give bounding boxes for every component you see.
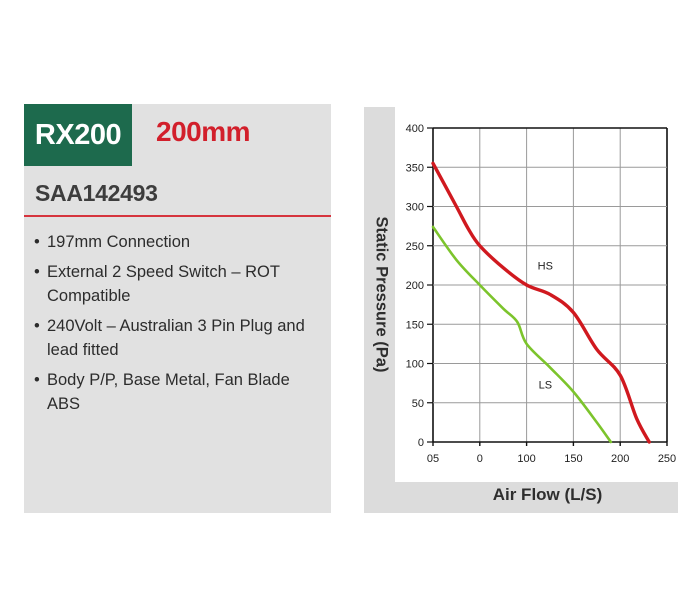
- y-tick-label: 300: [406, 202, 424, 214]
- series-label: HS: [538, 260, 553, 272]
- chart-area: [395, 107, 678, 482]
- feature-text: Body P/P, Base Metal, Fan Blade ABS: [47, 371, 290, 413]
- series-labels: HS LS: [538, 260, 553, 391]
- bullet-icon: •: [34, 263, 40, 281]
- bullet-icon: •: [34, 371, 40, 389]
- feature-item: • 240Volt – Australian 3 Pin Plug and lea…: [34, 314, 324, 362]
- grid-lines: [432, 127, 668, 443]
- x-tick-label: 0: [477, 453, 483, 465]
- x-tick-label: 250: [658, 453, 676, 465]
- series-ls-line: [431, 225, 613, 444]
- feature-item: • Body P/P, Base Metal, Fan Blade ABS: [34, 368, 324, 416]
- y-tick-label: 400: [406, 123, 424, 135]
- feature-text: 240Volt – Australian 3 Pin Plug and lead…: [47, 317, 305, 359]
- series-hs-line: [431, 161, 651, 444]
- bullet-icon: •: [34, 233, 40, 251]
- feature-text: External 2 Speed Switch – ROT Compatible: [47, 263, 280, 305]
- series-lines: [431, 161, 651, 444]
- feature-text: 197mm Connection: [47, 233, 191, 251]
- x-axis-label: Air Flow (L/S): [492, 485, 603, 504]
- x-tick-label: 200: [611, 453, 629, 465]
- y-tick-label: 50: [412, 398, 424, 410]
- product-info-panel: RX200 200mm SAA142493 • 197mm Connection …: [24, 104, 331, 513]
- bullet-icon: •: [34, 317, 40, 335]
- y-tick-label: 250: [406, 241, 424, 253]
- model-badge: RX200: [24, 104, 132, 166]
- y-tick-label: 200: [406, 280, 424, 292]
- product-size: 200mm: [156, 116, 251, 147]
- y-tick-label: 0: [418, 437, 424, 449]
- feature-list: • 197mm Connection • External 2 Speed Swit…: [34, 230, 324, 422]
- x-tick-label: 150: [564, 453, 582, 465]
- y-tick-label: 350: [406, 162, 424, 174]
- divider: [24, 215, 331, 217]
- x-tick-label: 100: [517, 453, 535, 465]
- feature-item: • External 2 Speed Switch – ROT Compatibl…: [34, 260, 324, 308]
- series-label: LS: [539, 380, 552, 392]
- y-tick-label: 150: [406, 319, 424, 331]
- model-name: RX200: [34, 118, 122, 151]
- product-code: SAA142493: [35, 180, 158, 206]
- x-tick-label: 05: [427, 453, 439, 465]
- feature-item: • 197mm Connection: [34, 230, 324, 254]
- y-tick-label: 100: [406, 359, 424, 371]
